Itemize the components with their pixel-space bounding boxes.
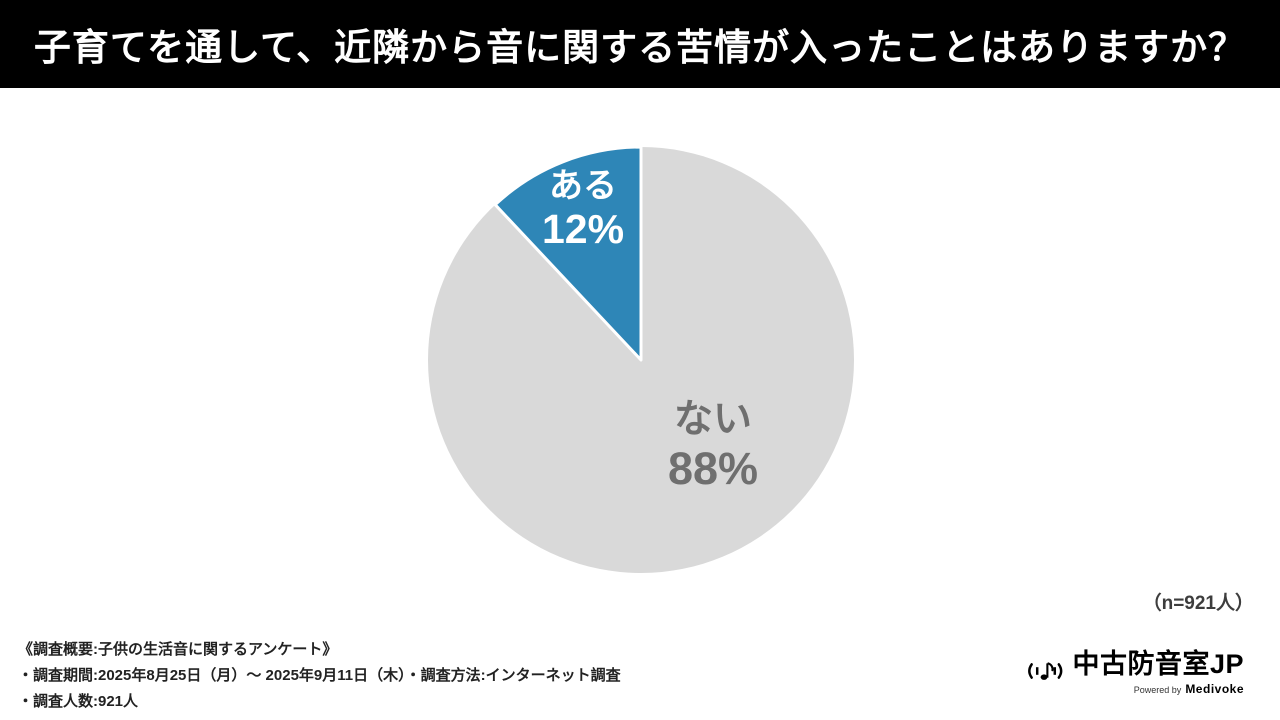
brand-text-block: 中古防音室JP Powered by Medivoke xyxy=(1072,649,1244,696)
survey-note-respondents: ・調査人数:921人 xyxy=(18,693,139,710)
survey-notes: 《調査概要:子供の生活音に関するアンケート》 ・調査期間:2025年8月25日（… xyxy=(18,637,621,715)
music-note-icon xyxy=(1028,662,1063,680)
survey-note-period-method: ・調査期間:2025年8月25日（月）～ 2025年9月11日（木）・調査方法:… xyxy=(18,667,621,684)
title-bar: 子育てを通して、近隣から音に関する苦情が入ったことはありますか？ xyxy=(0,0,1280,88)
page-title: 子育てを通して、近隣から音に関する苦情が入ったことはありますか？ xyxy=(33,27,1247,68)
pie-chart-container xyxy=(426,145,856,575)
brand-logo: 中古防音室JP Powered by Medivoke xyxy=(1024,649,1244,696)
powered-by-line: Powered by Medivoke xyxy=(1134,682,1244,696)
brand-name: 中古防音室JP xyxy=(1072,649,1244,679)
powered-by-brand: Medivoke xyxy=(1185,681,1244,696)
sample-size-note: （n=921人） xyxy=(1142,593,1254,614)
pie-chart xyxy=(428,145,854,573)
survey-note-overview: 《調査概要:子供の生活音に関するアンケート》 xyxy=(18,641,338,658)
powered-by-label: Powered by xyxy=(1133,684,1182,695)
